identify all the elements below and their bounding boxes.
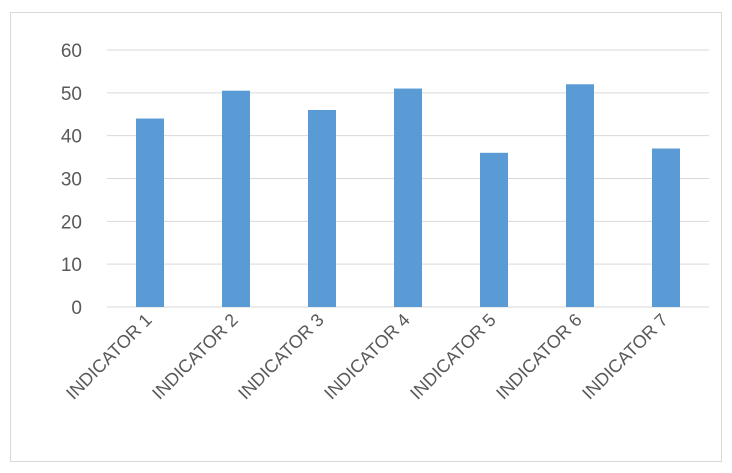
- x-tick-label: INDICATOR 1: [62, 310, 156, 404]
- y-tick-label: 10: [61, 255, 82, 276]
- bar: [222, 90, 250, 307]
- x-tick-label: INDICATOR 2: [148, 310, 242, 404]
- x-tick-label: INDICATOR 7: [578, 310, 672, 404]
- x-tick-label: INDICATOR 4: [320, 310, 414, 404]
- y-tick-label: 60: [61, 41, 82, 62]
- bar: [480, 152, 508, 307]
- y-tick-label: 50: [61, 84, 82, 105]
- x-tick-label: INDICATOR 3: [234, 310, 328, 404]
- bar: [394, 88, 422, 307]
- x-tick-label: INDICATOR 6: [492, 310, 586, 404]
- y-axis-ticks: 0 10 20 30 40 50 60: [61, 41, 82, 319]
- y-tick-label: 30: [61, 170, 82, 191]
- y-tick-label: 0: [71, 298, 82, 319]
- bars: [136, 84, 680, 308]
- y-tick-label: 40: [61, 127, 82, 148]
- chart-frame: [10, 12, 722, 462]
- bar: [136, 118, 164, 308]
- y-tick-label: 20: [61, 212, 82, 233]
- bar: [566, 84, 594, 308]
- bar: [308, 109, 336, 307]
- bar: [652, 148, 680, 307]
- x-tick-label: INDICATOR 5: [406, 310, 500, 404]
